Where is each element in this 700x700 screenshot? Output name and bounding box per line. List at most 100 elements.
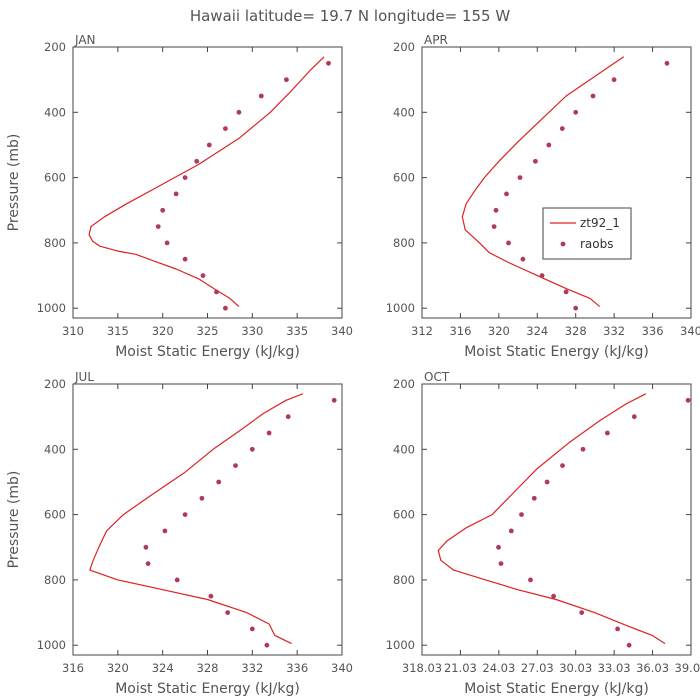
x-tick-label: 325	[197, 324, 219, 338]
panel-apr: APR 312 316 320 324 328 332 336 340 200 400 600 800 1…	[386, 33, 700, 360]
x-axis-label: Moist Static Energy (kJ/kg)	[464, 344, 649, 360]
data-point-raobs	[615, 626, 620, 632]
data-point-raobs	[266, 430, 272, 436]
x-tick-label: 336	[286, 661, 308, 675]
x-tick-label: 312	[411, 324, 433, 338]
x-tick-label: 24.03	[482, 661, 515, 675]
panel-title: APR	[424, 33, 448, 47]
data-point-raobs	[331, 397, 337, 403]
data-point-raobs	[563, 289, 569, 295]
legend-label-model: zt92_1	[580, 216, 620, 230]
y-tick-label: 200	[44, 377, 66, 391]
data-point-raobs	[590, 93, 596, 99]
data-point-raobs	[631, 414, 637, 420]
data-point-raobs	[506, 240, 511, 246]
data-point-raobs	[285, 414, 291, 420]
legend-point-swatch	[560, 241, 566, 247]
data-point-raobs	[208, 593, 214, 599]
plot-frame	[72, 383, 343, 656]
data-point-raobs	[145, 561, 151, 566]
plot-frame	[421, 46, 692, 319]
data-point-raobs	[551, 593, 556, 599]
data-point-raobs	[284, 77, 289, 83]
y-tick-label: 1000	[386, 638, 415, 652]
data-point-raobs	[517, 175, 523, 181]
plot-frame	[421, 383, 692, 656]
data-point-raobs	[685, 397, 691, 403]
x-tick-label: 320	[152, 324, 174, 338]
x-tick-label: 39.03	[675, 661, 700, 675]
data-point-raobs	[182, 512, 188, 517]
x-tick-label: 340	[331, 324, 353, 338]
y-tick-label: 600	[393, 508, 415, 522]
y-tick-label: 600	[44, 171, 66, 185]
x-tick-label: 328	[197, 661, 219, 675]
x-tick-label: 316	[62, 661, 84, 675]
data-point-raobs	[605, 430, 610, 436]
y-axis-label: Pressure (mb)	[6, 134, 22, 232]
data-point-raobs	[214, 289, 219, 295]
data-point-raobs	[528, 577, 533, 583]
x-tick-label: 30.03	[559, 661, 592, 675]
panel-jan: JAN 310 315 320 325 330 335 340 200 400 600 800 1000…	[6, 33, 353, 360]
data-point-raobs	[258, 93, 264, 99]
y-tick-label: 600	[393, 171, 415, 185]
data-point-raobs	[223, 305, 228, 311]
data-point-raobs	[173, 191, 179, 197]
x-tick-label: 320	[488, 324, 510, 338]
data-point-raobs	[504, 191, 509, 197]
x-tick-label: 330	[241, 324, 263, 338]
data-point-raobs	[164, 240, 170, 246]
x-tick-label: 315	[107, 324, 129, 338]
data-point-raobs	[182, 256, 188, 262]
x-axis-label: Moist Static Energy (kJ/kg)	[464, 681, 649, 697]
x-axis-label: Moist Static Energy (kJ/kg)	[115, 344, 300, 360]
data-point-raobs	[225, 610, 231, 615]
x-tick-label: 328	[565, 324, 587, 338]
data-point-raobs	[200, 273, 206, 278]
x-tick-label: 332	[603, 324, 625, 338]
data-point-raobs	[182, 175, 188, 181]
y-tick-label: 800	[44, 573, 66, 587]
y-axis-label: Pressure (mb)	[6, 471, 22, 569]
y-tick-label: 200	[44, 40, 66, 54]
legend-label-raobs: raobs	[580, 237, 614, 251]
data-point-raobs	[143, 544, 149, 550]
data-point-raobs	[664, 60, 670, 66]
y-tick-label: 800	[393, 236, 415, 250]
y-tick-label: 1000	[37, 638, 66, 652]
x-tick-label: 332	[241, 661, 263, 675]
series-line-model	[89, 393, 304, 645]
x-tick-label: 335	[286, 324, 308, 338]
series-line-model	[437, 393, 666, 645]
data-point-raobs	[560, 463, 565, 468]
y-tick-label: 400	[393, 442, 415, 456]
x-tick-label: 27.03	[521, 661, 554, 675]
panel-title: JUL	[74, 370, 94, 384]
y-tick-label: 400	[44, 442, 66, 456]
y-tick-label: 1000	[386, 301, 415, 315]
data-point-raobs	[194, 158, 200, 164]
x-tick-label: 340	[680, 324, 700, 338]
x-tick-label: 324	[152, 661, 174, 675]
x-tick-label: 21.03	[444, 661, 477, 675]
data-point-raobs	[264, 642, 270, 648]
data-point-raobs	[611, 77, 617, 83]
data-point-raobs	[531, 495, 537, 501]
data-point-raobs	[206, 142, 212, 148]
data-point-raobs	[199, 495, 205, 501]
y-tick-label: 800	[44, 236, 66, 250]
data-point-raobs	[559, 126, 565, 131]
panel-title: OCT	[424, 370, 450, 384]
legend-box	[542, 207, 632, 260]
data-point-raobs	[249, 626, 255, 632]
y-tick-label: 400	[44, 105, 66, 119]
data-point-raobs	[236, 109, 242, 115]
data-point-raobs	[520, 256, 526, 262]
data-point-raobs	[155, 224, 161, 230]
data-point-raobs	[216, 479, 222, 485]
data-point-raobs	[508, 528, 514, 534]
data-point-raobs	[544, 479, 550, 485]
data-point-raobs	[573, 109, 579, 115]
